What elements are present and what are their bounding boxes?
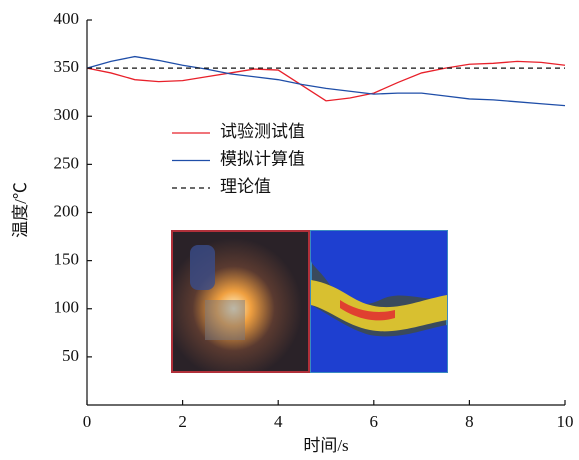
y-tick-label: 300 xyxy=(54,105,80,124)
y-axis-label: 温度/℃ xyxy=(11,182,30,238)
y-tick-label: 400 xyxy=(54,9,80,28)
inset-simulation xyxy=(311,231,447,372)
chart: 50 100 150 200 250 300 350 400 0 2 4 6 8 10 时间/s 温度/℃ 试验… xyxy=(0,0,579,460)
y-tick-label: 200 xyxy=(54,201,80,220)
x-tick-label: 6 xyxy=(370,412,379,431)
x-tick-label: 0 xyxy=(83,412,92,431)
y-tick-label: 50 xyxy=(62,346,79,365)
x-axis-label: 时间/s xyxy=(303,436,348,455)
series-line xyxy=(87,61,565,100)
x-tick-label: 8 xyxy=(465,412,474,431)
y-tick-label: 350 xyxy=(54,57,80,76)
x-tick-label: 10 xyxy=(557,412,574,431)
y-tick-label: 100 xyxy=(54,298,80,317)
x-tick-label: 4 xyxy=(274,412,283,431)
inset-photo xyxy=(172,231,309,372)
legend-label: 试验测试值 xyxy=(220,122,305,141)
y-tick-label: 250 xyxy=(54,153,80,172)
y-tick-label: 150 xyxy=(54,250,80,269)
legend-label: 理论值 xyxy=(220,177,271,196)
legend-label: 模拟计算值 xyxy=(220,149,305,168)
x-tick-label: 2 xyxy=(178,412,187,431)
